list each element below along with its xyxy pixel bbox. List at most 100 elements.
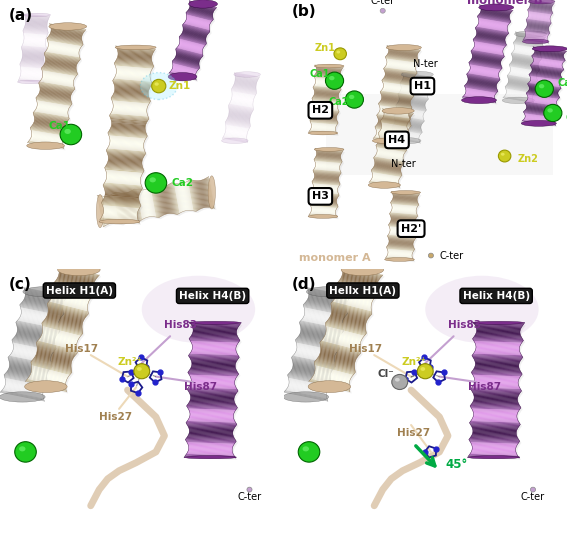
Polygon shape — [235, 74, 259, 79]
Polygon shape — [175, 56, 199, 63]
Polygon shape — [6, 381, 44, 390]
Polygon shape — [516, 34, 544, 39]
Polygon shape — [113, 82, 151, 86]
Polygon shape — [474, 396, 518, 398]
Polygon shape — [378, 122, 407, 126]
Polygon shape — [206, 178, 212, 208]
Polygon shape — [43, 66, 77, 72]
Polygon shape — [304, 312, 343, 321]
Polygon shape — [226, 124, 249, 129]
Polygon shape — [180, 36, 206, 43]
Polygon shape — [314, 96, 339, 98]
Polygon shape — [526, 27, 549, 31]
Polygon shape — [527, 91, 559, 96]
Polygon shape — [184, 22, 209, 29]
Polygon shape — [464, 6, 515, 104]
Polygon shape — [36, 100, 70, 107]
Polygon shape — [375, 162, 402, 167]
Polygon shape — [476, 36, 505, 41]
Polygon shape — [383, 85, 412, 89]
Polygon shape — [37, 344, 76, 355]
Polygon shape — [173, 65, 197, 71]
Polygon shape — [379, 134, 408, 140]
Polygon shape — [108, 162, 142, 165]
Ellipse shape — [349, 95, 354, 99]
Polygon shape — [20, 303, 64, 313]
Polygon shape — [171, 70, 196, 77]
Polygon shape — [175, 58, 199, 65]
Polygon shape — [510, 63, 540, 69]
Polygon shape — [39, 93, 71, 99]
Polygon shape — [393, 132, 419, 137]
Polygon shape — [522, 121, 556, 125]
Polygon shape — [390, 213, 417, 215]
Polygon shape — [192, 365, 235, 368]
Text: H1: H1 — [414, 81, 431, 91]
Polygon shape — [107, 174, 141, 178]
Polygon shape — [532, 71, 561, 75]
Polygon shape — [393, 131, 420, 136]
Polygon shape — [379, 138, 406, 143]
Polygon shape — [387, 247, 414, 251]
Polygon shape — [29, 140, 63, 146]
Polygon shape — [531, 66, 563, 71]
Polygon shape — [307, 287, 352, 296]
Polygon shape — [48, 313, 83, 323]
Polygon shape — [370, 181, 399, 186]
Polygon shape — [524, 111, 557, 116]
Polygon shape — [176, 50, 202, 58]
Polygon shape — [5, 386, 43, 395]
Polygon shape — [388, 239, 414, 242]
Polygon shape — [102, 196, 108, 224]
Text: Ca2: Ca2 — [171, 178, 193, 188]
Polygon shape — [507, 84, 535, 89]
Polygon shape — [312, 181, 340, 184]
Polygon shape — [473, 369, 521, 371]
Polygon shape — [115, 192, 122, 224]
Polygon shape — [311, 128, 336, 130]
Polygon shape — [24, 40, 45, 43]
Polygon shape — [114, 78, 151, 82]
Polygon shape — [51, 29, 83, 34]
Polygon shape — [315, 148, 343, 151]
Polygon shape — [532, 56, 565, 61]
Polygon shape — [32, 370, 67, 379]
Ellipse shape — [306, 287, 352, 297]
Polygon shape — [398, 94, 428, 100]
Polygon shape — [506, 85, 535, 90]
Polygon shape — [112, 100, 150, 103]
Polygon shape — [115, 76, 151, 80]
Polygon shape — [383, 84, 413, 89]
Polygon shape — [466, 89, 496, 95]
Polygon shape — [12, 339, 56, 349]
Polygon shape — [308, 289, 350, 299]
Polygon shape — [530, 81, 560, 86]
Polygon shape — [45, 61, 77, 67]
Polygon shape — [189, 410, 235, 413]
Polygon shape — [527, 23, 549, 26]
Polygon shape — [516, 39, 543, 44]
Polygon shape — [476, 35, 505, 40]
Polygon shape — [399, 92, 428, 97]
Polygon shape — [232, 97, 253, 102]
Polygon shape — [310, 203, 338, 206]
Polygon shape — [531, 72, 561, 76]
Polygon shape — [471, 390, 521, 392]
Polygon shape — [392, 192, 420, 194]
Polygon shape — [391, 204, 417, 207]
Polygon shape — [402, 72, 433, 78]
Polygon shape — [31, 138, 62, 144]
Polygon shape — [512, 53, 541, 58]
Polygon shape — [16, 325, 58, 334]
Polygon shape — [315, 161, 341, 164]
Polygon shape — [179, 45, 202, 52]
Polygon shape — [379, 104, 412, 109]
Polygon shape — [12, 339, 56, 349]
Polygon shape — [116, 60, 153, 63]
Polygon shape — [473, 48, 503, 53]
Polygon shape — [48, 308, 86, 318]
Polygon shape — [475, 325, 522, 328]
Polygon shape — [179, 44, 203, 50]
Polygon shape — [472, 386, 521, 389]
Polygon shape — [205, 178, 211, 208]
